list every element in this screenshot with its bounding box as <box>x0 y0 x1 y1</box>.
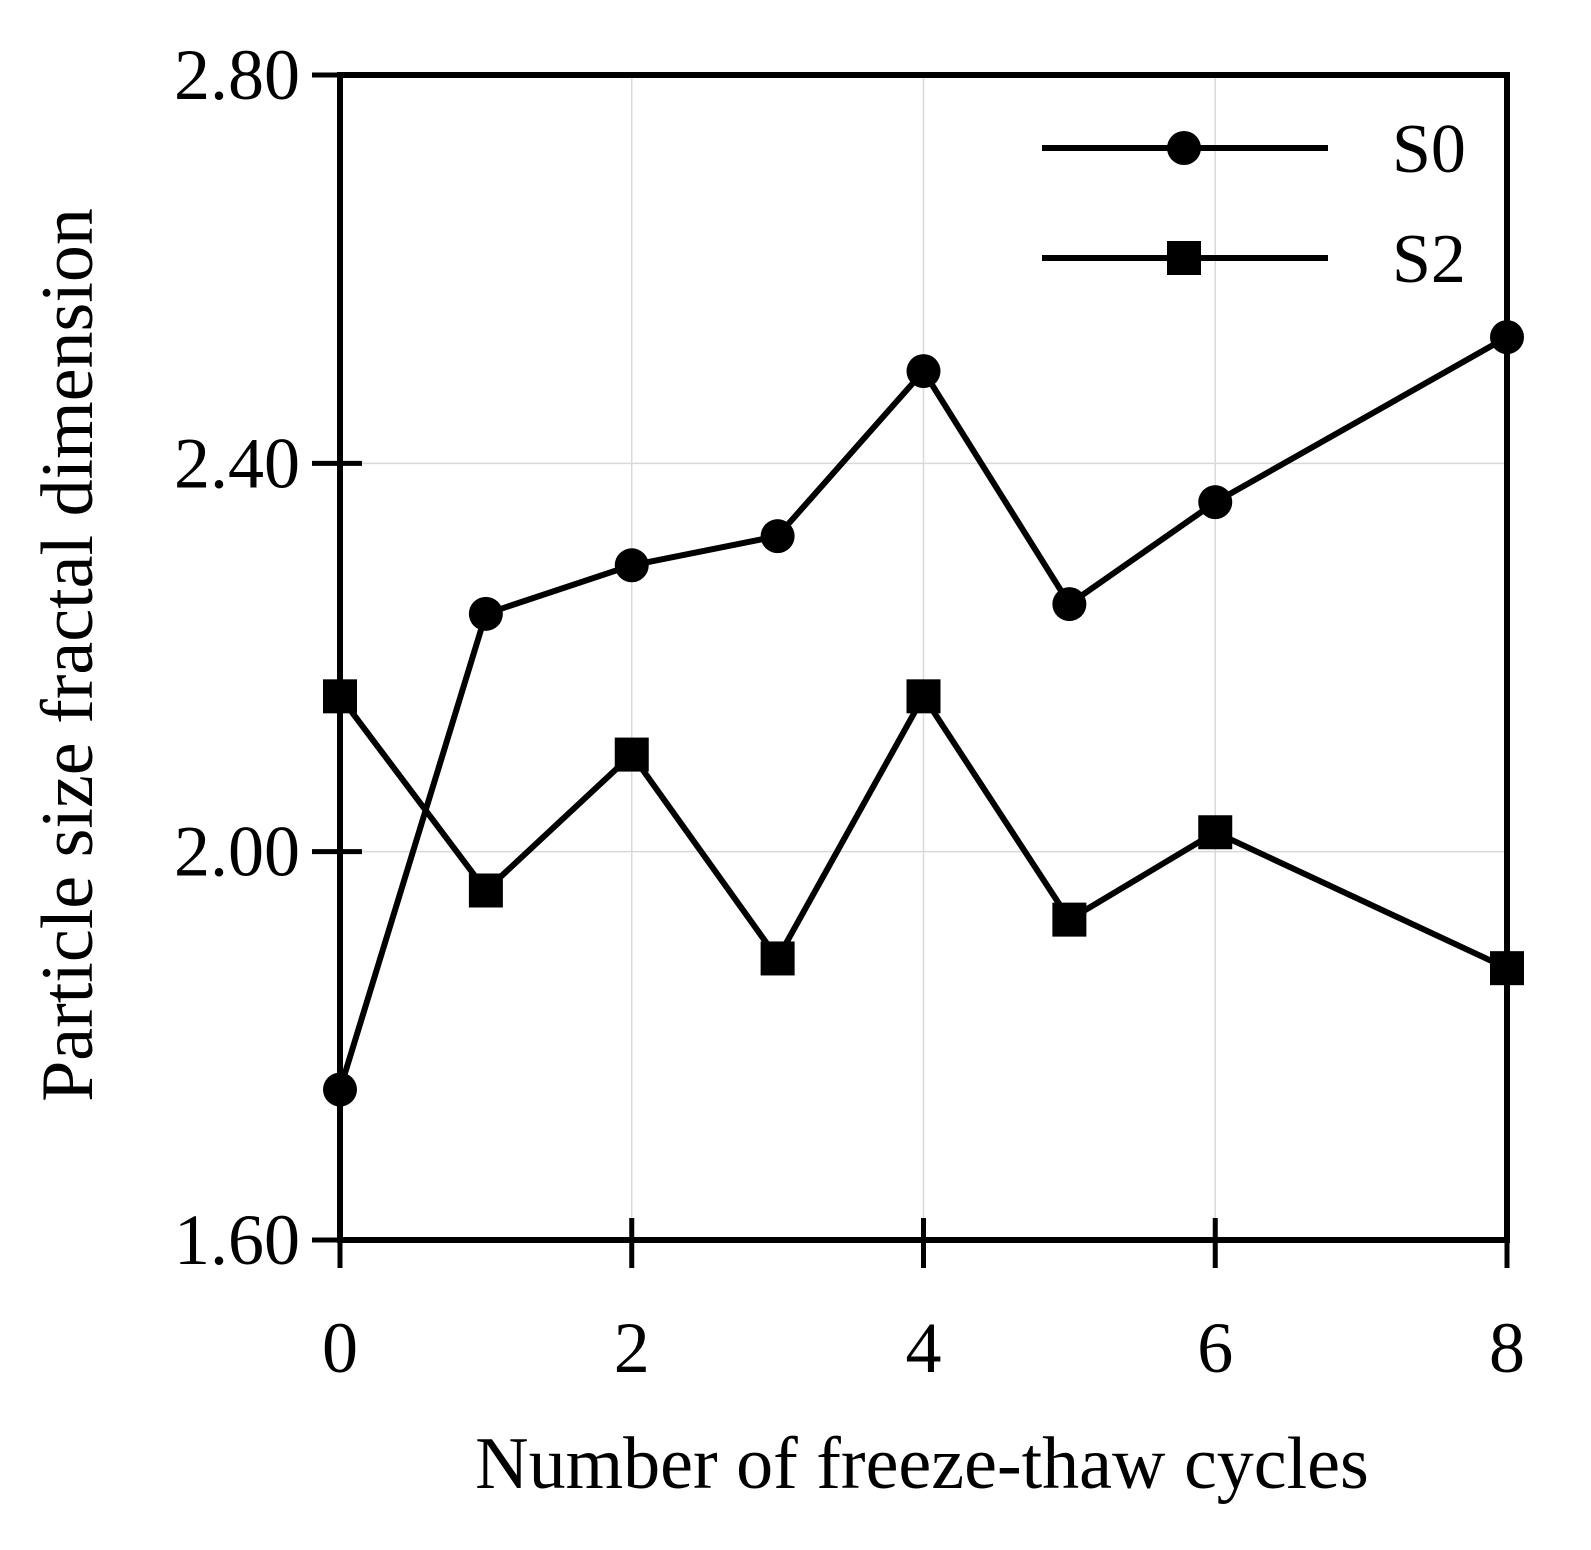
grid-lines <box>340 75 1507 1240</box>
legend-marker-S2 <box>1167 241 1201 275</box>
data-point-S0-x4 <box>906 354 941 389</box>
data-point-S2-x4 <box>906 679 941 714</box>
x-tick-label: 6 <box>1197 1308 1233 1388</box>
legend-item-S2: S2 <box>1042 221 1466 298</box>
data-point-S0-x3 <box>760 519 795 554</box>
x-axis-label: Number of freeze-thaw cycles <box>475 1423 1369 1505</box>
y-tick-label: 2.80 <box>174 35 300 115</box>
y-tick-label: 2.00 <box>174 812 300 892</box>
legend-label-S0: S0 <box>1392 111 1466 188</box>
y-tick-label: 1.60 <box>174 1200 300 1280</box>
series-S2 <box>323 679 1524 986</box>
data-point-S2-x6 <box>1198 815 1233 850</box>
y-tick-label: 2.40 <box>174 423 300 503</box>
series-line-S0 <box>337 334 1509 1091</box>
data-point-S2-x2 <box>614 737 649 772</box>
data-point-S2-x3 <box>760 941 795 976</box>
data-point-S0-x5 <box>1052 587 1087 622</box>
legend-marker-S0 <box>1167 131 1201 165</box>
axis-ticks: 1.60 2.00 2.40 2.80 0 2 4 6 8 <box>174 35 1525 1388</box>
y-axis-label: Particle size fractal dimension <box>27 208 109 1102</box>
x-tick-label: 0 <box>322 1308 358 1388</box>
x-tick-label: 8 <box>1489 1308 1525 1388</box>
x-tick-label: 2 <box>614 1308 650 1388</box>
data-point-S2-x1 <box>468 873 503 908</box>
data-point-S2-x5 <box>1052 902 1087 937</box>
x-tick-label: 4 <box>906 1308 942 1388</box>
series-line-S2 <box>337 690 1509 971</box>
series-S0 <box>323 320 1524 1107</box>
legend-label-S2: S2 <box>1392 221 1466 298</box>
legend-item-S0: S0 <box>1042 111 1466 188</box>
data-point-S0-x1 <box>468 596 503 631</box>
data-point-S0-x2 <box>614 548 649 583</box>
data-point-S0-x6 <box>1198 485 1233 520</box>
series-layer <box>323 320 1524 1107</box>
